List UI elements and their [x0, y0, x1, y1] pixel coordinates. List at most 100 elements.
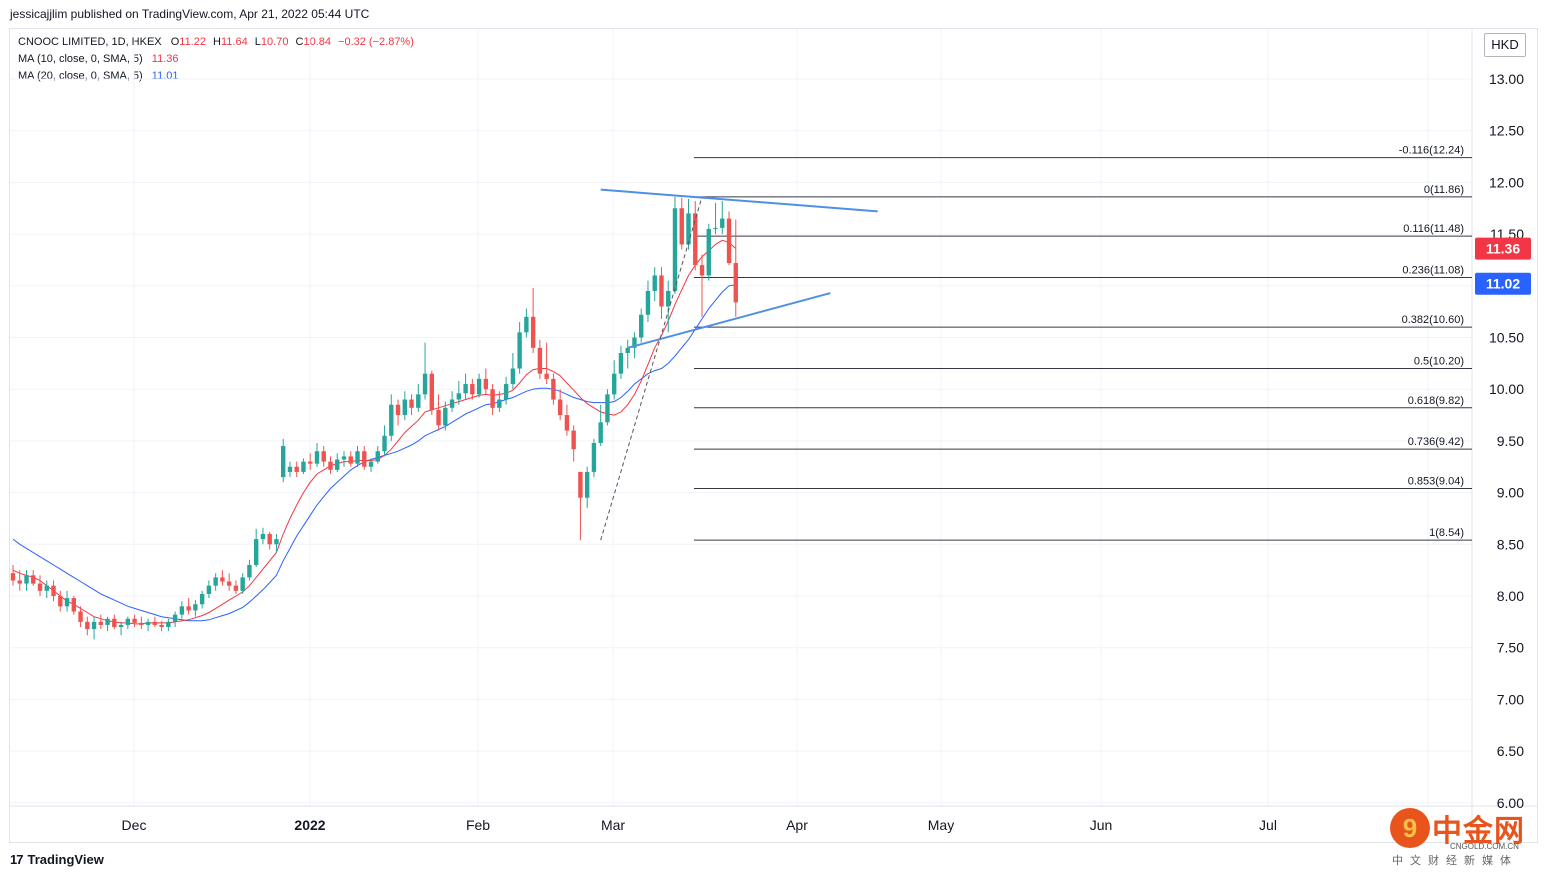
candle-body [375, 451, 380, 462]
candle-body [362, 451, 367, 467]
candle [145, 618, 151, 632]
candle-body [429, 373, 435, 410]
candle-body [422, 373, 428, 395]
tradingview-brand[interactable]: 17 TradingView [10, 852, 104, 867]
ma20-line [12, 284, 736, 622]
candle-body [247, 564, 252, 578]
candle-body [517, 332, 522, 369]
candle-body [456, 393, 462, 400]
trendline [627, 292, 831, 349]
candle [530, 287, 536, 354]
candle [652, 267, 657, 302]
candle [490, 384, 495, 416]
fib-anchor-line [600, 196, 703, 541]
candle-body [132, 618, 137, 623]
candle-body [416, 394, 421, 408]
candle-body [10, 573, 16, 581]
candle [220, 570, 225, 586]
candle [720, 201, 725, 235]
watermark-tag: 中文财经新媒体 [1392, 855, 1518, 867]
candle [510, 353, 516, 390]
fib-label: 1(8.54) [1429, 527, 1464, 539]
candle-body [24, 575, 29, 584]
candle-body [240, 577, 245, 591]
currency-button[interactable]: HKD [1484, 33, 1526, 57]
candle [402, 391, 407, 421]
candle [551, 373, 556, 405]
chart-frame [9, 28, 1538, 843]
price-tick-label: 7.00 [1497, 691, 1524, 707]
candle [578, 471, 583, 541]
candle-body [159, 624, 164, 628]
candle-body [166, 621, 171, 628]
candle [591, 438, 597, 478]
ma20-line-group [12, 284, 736, 622]
candle [476, 373, 482, 398]
candle [152, 616, 158, 628]
price-tag-label: 11.36 [1486, 241, 1520, 257]
candle-body [112, 618, 117, 628]
fib-retracement: -0.116(12.24) 0(11.86) 0.116(11.48) 0.236(1… [694, 145, 1472, 541]
trendlines [600, 188, 878, 541]
candle [726, 211, 732, 266]
candle [706, 223, 711, 281]
time-axis: Dec 2022 Feb Mar Apr May Jun Jul [122, 817, 1277, 833]
candle-body [679, 208, 684, 245]
watermark-cn: 中金网 [1432, 815, 1525, 848]
candle [544, 342, 549, 385]
candle-body [497, 399, 502, 408]
candle-body [389, 404, 394, 436]
fib-label: 0.116(11.48) [1403, 223, 1464, 235]
candle-body [314, 451, 320, 464]
candle [294, 461, 299, 478]
candle-body [544, 373, 549, 379]
candle [611, 360, 617, 400]
candle-body [686, 213, 691, 245]
candle-body [118, 624, 124, 628]
candle [666, 280, 671, 333]
candle [98, 614, 104, 630]
candle-body [632, 337, 637, 348]
candle [639, 308, 644, 343]
watermark-url: CNGOLD.COM.CN [1450, 842, 1519, 851]
candle-body [199, 593, 205, 605]
candle [51, 580, 56, 602]
candle-body [301, 461, 306, 472]
legend-ma10-row[interactable]: MA (10, close, 0, SMA, 5) 11.36 [18, 51, 414, 68]
candle [645, 280, 651, 322]
candle-body [726, 218, 732, 264]
candle [314, 442, 320, 467]
symbol-label[interactable]: CNOOC LIMITED, 1D, HKEX [18, 36, 162, 48]
candle [328, 456, 333, 474]
candle-body [584, 471, 590, 498]
time-tick-label: Feb [466, 817, 490, 833]
candle [416, 384, 421, 412]
candle-body [186, 606, 191, 611]
candle [112, 614, 117, 630]
candle-body [490, 389, 495, 408]
candle-body [253, 539, 259, 565]
candle [524, 308, 529, 338]
time-tick-label: Jun [1090, 817, 1113, 833]
candle [226, 573, 232, 591]
high-value: 11.64 [221, 36, 248, 48]
candle [159, 620, 164, 632]
candle-body [139, 622, 144, 625]
candle-body [443, 407, 448, 426]
legend-ohlc-row: CNOOC LIMITED, 1D, HKEX O11.22 H11.64 L1… [18, 34, 414, 51]
candle [321, 446, 326, 467]
candle-body [571, 430, 576, 450]
candle-body [666, 290, 671, 307]
candle [598, 404, 603, 447]
candle [44, 580, 49, 599]
candle-body [37, 583, 43, 591]
ma10-value: 11.36 [151, 53, 179, 65]
candle [713, 203, 718, 235]
candle [118, 621, 124, 636]
candle-body [152, 621, 158, 625]
candle [335, 453, 340, 472]
candle [693, 201, 698, 271]
price-tag-label: 11.02 [1486, 276, 1520, 292]
candle [274, 533, 279, 553]
